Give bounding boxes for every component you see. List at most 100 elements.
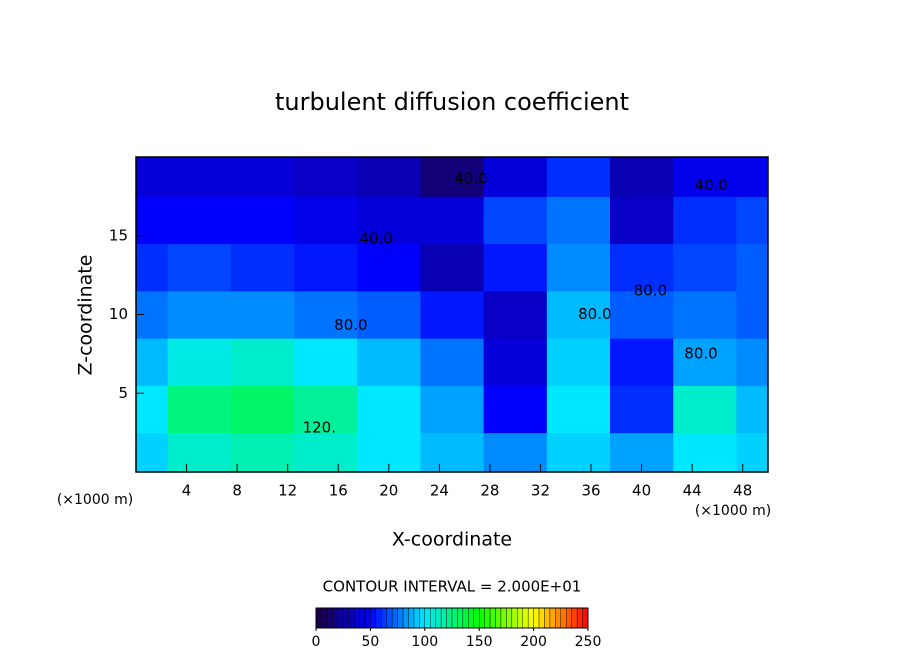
y-tick-label: 5 bbox=[118, 384, 128, 402]
field-cell bbox=[673, 385, 737, 434]
colorbar-cell bbox=[375, 607, 382, 629]
field-cell bbox=[230, 290, 295, 339]
contour-label: 80.0 bbox=[684, 344, 717, 362]
colorbar-cell bbox=[517, 607, 523, 629]
colorbar-cell bbox=[397, 607, 404, 629]
x-tick-label: 36 bbox=[581, 482, 600, 500]
colorbar-cell bbox=[413, 607, 420, 629]
field-cell bbox=[357, 196, 421, 245]
field-cell bbox=[136, 196, 169, 245]
colorbar-cell bbox=[451, 607, 458, 629]
colorbar-cell bbox=[468, 607, 474, 629]
field-cell bbox=[546, 243, 611, 292]
field-cell bbox=[420, 290, 485, 339]
field-cell bbox=[546, 432, 611, 473]
x-tick-label: 40 bbox=[632, 482, 651, 500]
colorbar-cell bbox=[364, 607, 371, 629]
field-cell bbox=[167, 196, 232, 245]
x-tick-label: 12 bbox=[278, 482, 297, 500]
field-cell bbox=[357, 385, 421, 434]
field-cell bbox=[230, 196, 295, 245]
field-cell bbox=[136, 243, 169, 292]
colorbar-cell bbox=[370, 607, 377, 629]
field-cell bbox=[610, 290, 674, 339]
y-tick-label: 10 bbox=[109, 305, 128, 323]
colorbar-cell bbox=[462, 607, 469, 629]
chart-title: turbulent diffusion coefficient bbox=[275, 88, 629, 116]
field-cell bbox=[736, 385, 769, 434]
field-cell bbox=[167, 243, 232, 292]
field-cell bbox=[610, 385, 674, 434]
colorbar-cell bbox=[500, 607, 507, 629]
field-cell bbox=[420, 338, 485, 386]
colorbar-cell bbox=[332, 607, 338, 629]
colorbar-cell bbox=[408, 607, 415, 629]
colorbar-cell bbox=[544, 607, 551, 629]
field-cell bbox=[136, 338, 169, 386]
field-cell bbox=[546, 157, 611, 197]
contour-label: 40.0 bbox=[694, 176, 727, 194]
colorbar-cell bbox=[555, 607, 561, 629]
contour-label: 80.0 bbox=[334, 316, 367, 334]
colorbar-cell bbox=[353, 607, 360, 629]
field-cell bbox=[546, 196, 611, 245]
colorbar-cell bbox=[479, 607, 485, 629]
field-cell bbox=[136, 157, 169, 197]
colorbar-cell bbox=[424, 607, 431, 629]
field-cell bbox=[736, 432, 769, 473]
field-cell bbox=[483, 157, 548, 197]
colorbar-cell bbox=[348, 607, 355, 629]
field-cell bbox=[357, 290, 421, 339]
field-cell bbox=[546, 290, 611, 339]
contour-label: 80.0 bbox=[578, 305, 611, 323]
contour-interval: CONTOUR INTERVAL = 2.000E+01 bbox=[323, 578, 582, 596]
x-tick-label: 8 bbox=[232, 482, 242, 500]
field-cell bbox=[736, 290, 769, 339]
colorbar-cell bbox=[527, 607, 534, 629]
x-tick-label: 32 bbox=[531, 482, 550, 500]
colorbar-tick-label: 150 bbox=[466, 634, 493, 650]
colorbar-frame bbox=[315, 607, 589, 629]
colorbar-cell bbox=[522, 607, 529, 629]
field-cell bbox=[610, 338, 674, 386]
colorbar-cell bbox=[402, 607, 409, 629]
contour-label: 80.0 bbox=[634, 281, 667, 299]
field-cell bbox=[420, 157, 485, 197]
contour-label: 120. bbox=[303, 418, 336, 436]
colorbar-cell bbox=[435, 607, 442, 629]
colorbar-cell bbox=[484, 607, 491, 629]
field-cell bbox=[483, 243, 548, 292]
colorbar-cell bbox=[576, 607, 583, 629]
contour-label: 40.0 bbox=[359, 229, 392, 247]
field-cell bbox=[483, 290, 548, 339]
field-cell bbox=[230, 385, 295, 434]
field-cell bbox=[230, 432, 295, 473]
colorbar-cell bbox=[381, 607, 387, 629]
colorbar-cell bbox=[489, 607, 496, 629]
x-tick-label: 28 bbox=[480, 482, 499, 500]
field-cell bbox=[420, 196, 485, 245]
field-cell bbox=[420, 243, 485, 292]
colorbar-cell bbox=[321, 607, 328, 629]
field-cell bbox=[610, 196, 674, 245]
colorbar-cell bbox=[343, 607, 349, 629]
x-tick-label: 20 bbox=[379, 482, 398, 500]
field-cell bbox=[294, 157, 358, 197]
colorbar-cell bbox=[506, 607, 513, 629]
field-cell bbox=[673, 432, 737, 473]
contour-label: 40.0 bbox=[454, 170, 487, 188]
colorbar-cell bbox=[391, 607, 398, 629]
field-cell bbox=[736, 157, 769, 197]
x-tick-label: 4 bbox=[182, 482, 192, 500]
field-cell bbox=[673, 290, 737, 339]
field-cell bbox=[167, 338, 232, 386]
field-cell bbox=[357, 157, 421, 197]
field-cell bbox=[136, 385, 169, 434]
field-cell bbox=[294, 196, 358, 245]
x-axis-label: X-coordinate bbox=[392, 529, 512, 551]
colorbar-cell bbox=[495, 607, 502, 629]
colorbar-tick-label: 0 bbox=[312, 634, 321, 650]
field-cell bbox=[136, 432, 169, 473]
colorbar-cell bbox=[430, 607, 436, 629]
